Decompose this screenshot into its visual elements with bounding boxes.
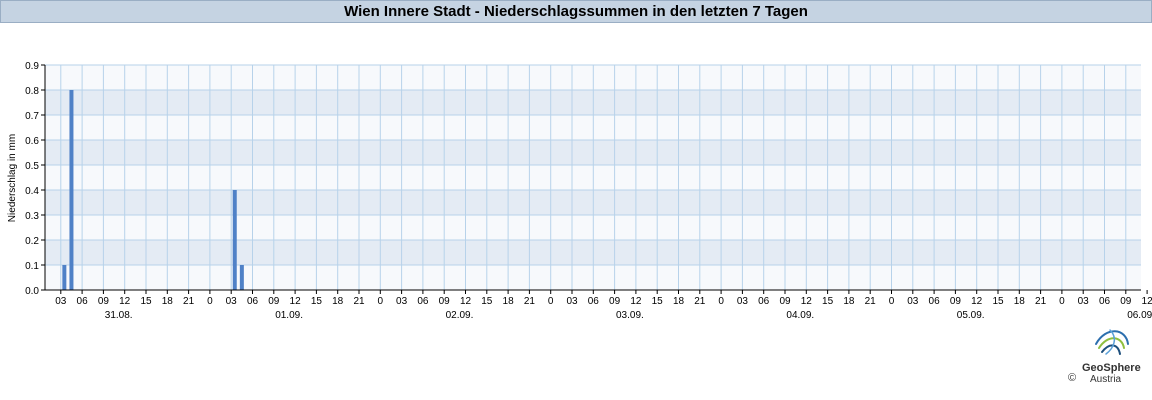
- x-tick-label: 21: [183, 296, 195, 307]
- x-tick-label: 12: [1142, 296, 1152, 307]
- x-tick-label: 03: [396, 296, 408, 307]
- x-tick-label: 0: [718, 296, 724, 307]
- x-tick-label: 18: [1014, 296, 1026, 307]
- x-tick-label: 21: [1035, 296, 1047, 307]
- x-tick-label: 09: [98, 296, 110, 307]
- chart-title-bar: Wien Innere Stadt - Niederschlagssummen …: [0, 0, 1152, 23]
- x-tick-label: 0: [378, 296, 384, 307]
- y-tick-label: 0.6: [25, 136, 39, 147]
- x-tick-label: 0: [207, 296, 213, 307]
- x-tick-label: 15: [822, 296, 834, 307]
- x-tick-label: 06: [1099, 296, 1111, 307]
- x-tick-label: 09: [268, 296, 280, 307]
- date-label: 31.08.: [105, 310, 133, 321]
- x-tick-label: 21: [524, 296, 536, 307]
- y-axis-label: Niederschlag in mm: [7, 134, 18, 222]
- x-tick-label: 12: [460, 296, 472, 307]
- date-label: 06.09.: [1127, 310, 1152, 321]
- x-tick-label: 15: [140, 296, 152, 307]
- y-tick-label: 0.7: [25, 111, 39, 122]
- x-tick-label: 12: [119, 296, 131, 307]
- x-tick-label: 03: [226, 296, 238, 307]
- y-tick-label: 0.2: [25, 236, 39, 247]
- x-tick-label: 12: [971, 296, 983, 307]
- x-tick-label: 09: [439, 296, 451, 307]
- y-tick-label: 0.4: [25, 186, 39, 197]
- x-tick-label: 06: [417, 296, 429, 307]
- x-tick-label: 06: [758, 296, 770, 307]
- precipitation-bar: [62, 265, 67, 290]
- x-tick-label: 03: [566, 296, 578, 307]
- x-tick-label: 09: [1120, 296, 1132, 307]
- y-tick-label: 0.0: [25, 286, 39, 297]
- chart-title: Wien Innere Stadt - Niederschlagssummen …: [344, 3, 808, 20]
- precipitation-bar: [232, 190, 237, 290]
- x-tick-label: 12: [630, 296, 642, 307]
- y-tick-label: 0.8: [25, 86, 39, 97]
- y-tick-label: 0.3: [25, 211, 39, 222]
- x-tick-label: 15: [992, 296, 1004, 307]
- precipitation-bar: [69, 90, 74, 290]
- x-tick-label: 18: [332, 296, 344, 307]
- x-tick-label: 18: [843, 296, 855, 307]
- x-tick-label: 21: [353, 296, 365, 307]
- date-label: 01.09.: [275, 310, 303, 321]
- x-tick-label: 18: [673, 296, 685, 307]
- x-tick-label: 21: [865, 296, 877, 307]
- x-tick-label: 06: [588, 296, 600, 307]
- x-tick-label: 12: [290, 296, 302, 307]
- copyright-symbol: ©: [1068, 372, 1077, 384]
- x-tick-label: 03: [1078, 296, 1090, 307]
- x-tick-label: 0: [889, 296, 895, 307]
- x-tick-label: 09: [950, 296, 962, 307]
- x-tick-label: 06: [247, 296, 259, 307]
- date-label: 02.09.: [446, 310, 474, 321]
- logo-name: GeoSphere: [1082, 362, 1141, 374]
- x-tick-label: 18: [503, 296, 515, 307]
- x-tick-label: 15: [652, 296, 664, 307]
- y-tick-label: 0.5: [25, 161, 39, 172]
- x-tick-label: 21: [694, 296, 706, 307]
- y-tick-label: 0.9: [25, 61, 39, 72]
- y-tick-label: 0.1: [25, 261, 39, 272]
- precipitation-bar: [239, 265, 244, 290]
- x-tick-label: 15: [311, 296, 323, 307]
- x-tick-label: 15: [481, 296, 493, 307]
- date-label: 03.09.: [616, 310, 644, 321]
- logo-subtitle: Austria: [1090, 374, 1122, 385]
- x-tick-label: 06: [77, 296, 89, 307]
- x-tick-label: 18: [162, 296, 174, 307]
- x-tick-label: 03: [55, 296, 67, 307]
- x-tick-label: 06: [929, 296, 941, 307]
- x-tick-label: 0: [548, 296, 554, 307]
- x-tick-label: 09: [779, 296, 791, 307]
- x-tick-label: 03: [907, 296, 919, 307]
- x-tick-label: 12: [801, 296, 813, 307]
- date-label: 05.09.: [957, 310, 985, 321]
- x-tick-label: 09: [609, 296, 621, 307]
- x-tick-label: 0: [1059, 296, 1065, 307]
- x-tick-label: 03: [737, 296, 749, 307]
- date-label: 04.09.: [786, 310, 814, 321]
- geosphere-logo-icon: [1095, 329, 1129, 355]
